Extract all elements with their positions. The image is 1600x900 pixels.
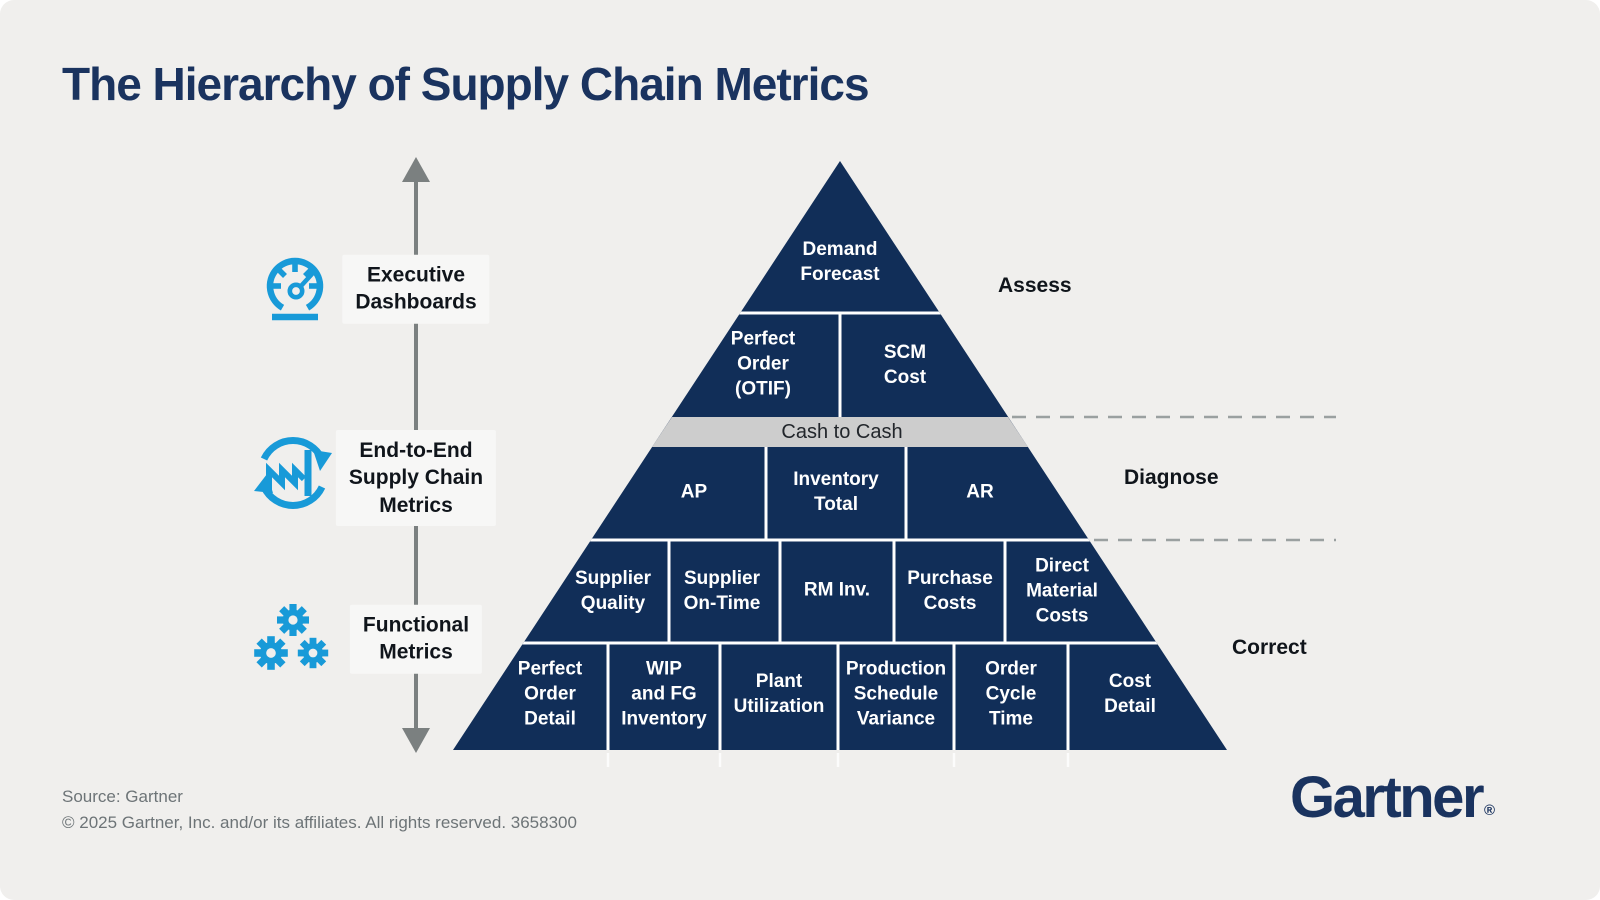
rail-label-functional-metrics: Functional Metrics [349, 604, 483, 674]
gartner-logo: Gartner ® [1290, 764, 1495, 831]
pyramid-cell-rm-inv: RM Inv. [803, 579, 871, 601]
stage-label-correct: Correct [1232, 636, 1307, 659]
cycle-factory-icon [254, 437, 332, 509]
page-title: The Hierarchy of Supply Chain Metrics [62, 58, 870, 110]
rail-label-end-to-end-supply-chain-metrics: End-to-End Supply Chain Metrics [335, 430, 497, 526]
pyramid-cell-perfect-order-detail: Perfect Order Detail [517, 658, 583, 730]
pyramid-cell-purchase-costs: Purchase Costs [907, 567, 993, 614]
pyramid-cell-supplier-quality: Supplier Quality [574, 567, 652, 614]
pyramid-cell-cash-to-cash: Cash to Cash [781, 420, 903, 443]
base-tick-marks [606, 753, 1070, 767]
pyramid-cell-plant-utilization: Plant Utilization [733, 670, 825, 717]
pyramid-body [453, 161, 1227, 750]
pyramid-cell-wip-and-fg-inventory: WIP and FG Inventory [621, 658, 707, 730]
pyramid-cell-scm-cost: SCM Cost [883, 341, 927, 388]
pyramid-cell-ar: AR [966, 481, 994, 503]
stage-label-assess: Assess [998, 274, 1072, 297]
pyramid-cell-ap: AP [680, 481, 708, 503]
footer-source: Source: Gartner [62, 787, 183, 806]
gauge-icon [266, 257, 324, 321]
gartner-logo-text: Gartner [1290, 765, 1485, 830]
pyramid-cell-inventory-total: Inventory Total [793, 468, 879, 515]
pyramid-cell-demand-forecast: Demand Forecast [800, 238, 880, 285]
footer-copyright: © 2025 Gartner, Inc. and/or its affiliat… [62, 813, 577, 833]
footer: Source: Gartner © 2025 Gartner, Inc. and… [62, 784, 577, 837]
stage-label-diagnose: Diagnose [1124, 466, 1219, 489]
registered-mark: ® [1484, 802, 1496, 819]
pyramid-cell-perfect-order-otif: Perfect Order (OTIF) [730, 328, 796, 400]
gears-icon [254, 604, 329, 670]
pyramid-cell-supplier-on-time: Supplier On-Time [683, 567, 761, 614]
stage-divider-lines [1012, 415, 1336, 542]
cash-to-cash-band [652, 417, 1028, 447]
arrow-up-icon [402, 157, 430, 182]
pyramid-cell-direct-material-costs: Direct Material Costs [1026, 555, 1098, 627]
pyramid-cell-production-schedule-variance: Production Schedule Variance [845, 658, 947, 730]
pyramid-cell-cost-detail: Cost Detail [1104, 670, 1156, 717]
pyramid-cell-order-cycle-time: Order Cycle Time [985, 658, 1037, 730]
arrow-down-icon [402, 728, 430, 753]
rail-label-executive-dashboards: Executive Dashboards [342, 254, 490, 324]
